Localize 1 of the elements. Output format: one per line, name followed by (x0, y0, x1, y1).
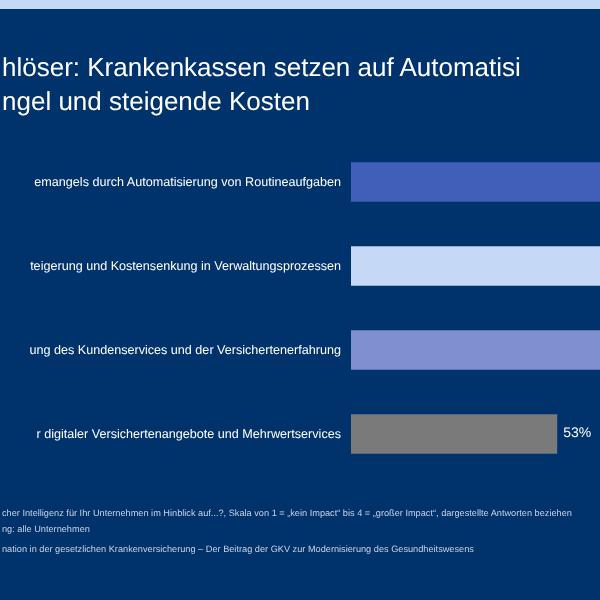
chart-title: hlöser: Krankenkassen setzen auf Automatisi ngel und steigende Kosten (2, 52, 522, 116)
